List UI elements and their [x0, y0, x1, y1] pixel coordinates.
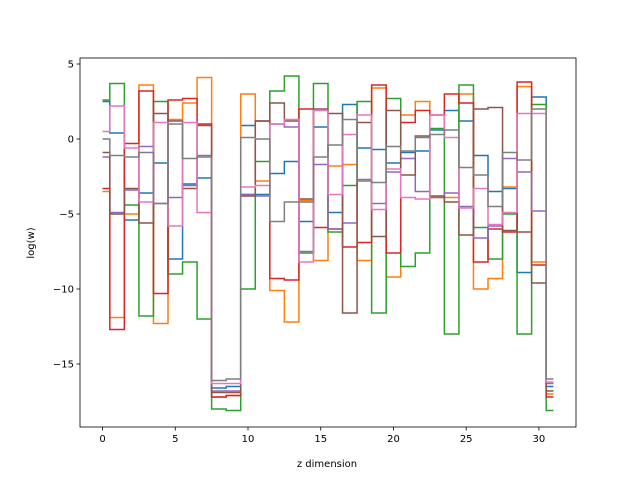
- x-tick-label: 10: [242, 434, 255, 445]
- series-line-2: [102, 76, 554, 398]
- series-line-8: [102, 108, 554, 382]
- y-tick-label: −15: [53, 360, 74, 371]
- x-tick-label: 15: [314, 434, 327, 445]
- series-layer: [102, 75, 554, 412]
- y-tick-label: 0: [68, 135, 74, 146]
- y-axis-label: log(w): [26, 227, 37, 258]
- x-tick-label: 20: [387, 434, 400, 445]
- x-axis-label: z dimension: [297, 459, 357, 470]
- x-axis-ticks: 0 5 10 15 20 25 30: [99, 427, 545, 445]
- y-tick-label: −5: [59, 210, 74, 221]
- plot-frame: [79, 57, 577, 428]
- x-tick-label: 30: [533, 434, 546, 445]
- y-tick-label: −10: [53, 285, 74, 296]
- y-tick-label: 5: [68, 60, 74, 71]
- series-line-5: [102, 123, 554, 392]
- x-tick-label: 5: [172, 434, 178, 445]
- x-tick-label: 0: [99, 434, 105, 445]
- y-axis-ticks: 5 0 −5 −10 −15: [53, 60, 80, 371]
- x-tick-label: 25: [460, 434, 473, 445]
